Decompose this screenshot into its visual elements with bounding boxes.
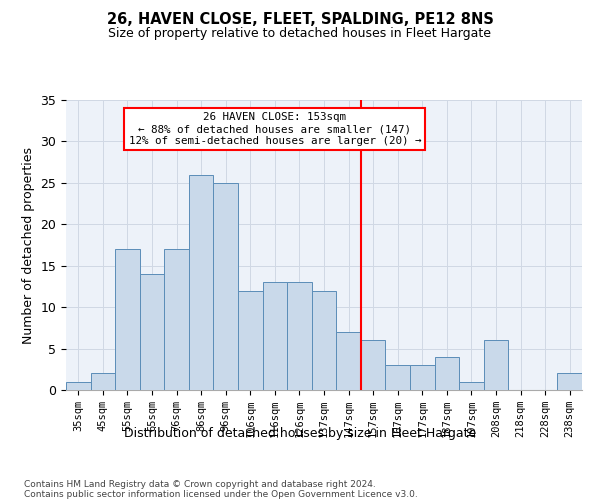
Bar (484, 340, 508, 390)
Text: Contains HM Land Registry data © Crown copyright and database right 2024.
Contai: Contains HM Land Registry data © Crown c… (24, 480, 418, 500)
Bar (336, 332, 361, 390)
Bar (459, 382, 484, 390)
Bar (557, 374, 582, 390)
Bar (238, 290, 263, 390)
Text: Size of property relative to detached houses in Fleet Hargate: Size of property relative to detached ho… (109, 28, 491, 40)
Bar (410, 365, 434, 390)
Bar (263, 282, 287, 390)
Bar (66, 382, 91, 390)
Bar (214, 183, 238, 390)
Bar (385, 365, 410, 390)
Bar (164, 249, 189, 390)
Text: Distribution of detached houses by size in Fleet Hargate: Distribution of detached houses by size … (124, 428, 476, 440)
Bar (189, 174, 214, 390)
Bar (287, 282, 312, 390)
Bar (361, 340, 385, 390)
Text: 26, HAVEN CLOSE, FLEET, SPALDING, PE12 8NS: 26, HAVEN CLOSE, FLEET, SPALDING, PE12 8… (107, 12, 493, 28)
Bar (115, 249, 140, 390)
Bar (434, 357, 459, 390)
Bar (312, 290, 336, 390)
Y-axis label: Number of detached properties: Number of detached properties (22, 146, 35, 344)
Bar (140, 274, 164, 390)
Text: 26 HAVEN CLOSE: 153sqm
← 88% of detached houses are smaller (147)
12% of semi-de: 26 HAVEN CLOSE: 153sqm ← 88% of detached… (128, 112, 421, 146)
Bar (91, 374, 115, 390)
